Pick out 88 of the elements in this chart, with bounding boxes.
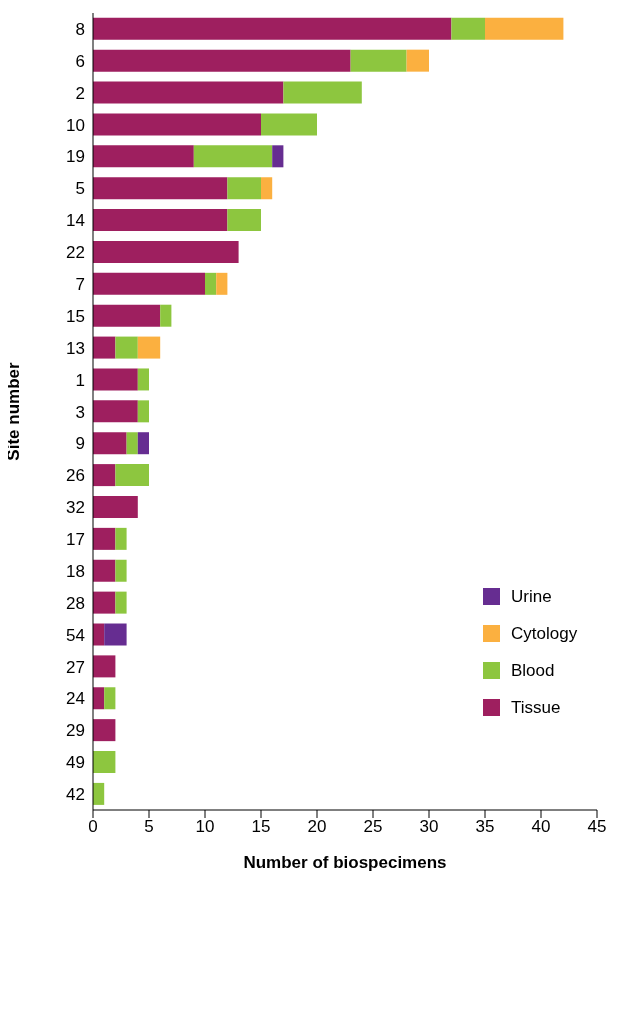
- y-tick-label: 32: [66, 498, 85, 518]
- bar: [137, 336, 161, 359]
- bar: [93, 400, 138, 423]
- y-tick-label: 5: [75, 179, 85, 199]
- bar: [137, 368, 149, 391]
- bar: [93, 272, 205, 295]
- y-tick-label: 18: [66, 561, 85, 581]
- y-tick-label: 17: [66, 530, 85, 550]
- bar: [93, 113, 261, 136]
- y-tick-label: 7: [75, 275, 85, 295]
- bar: [216, 272, 228, 295]
- bar: [227, 209, 261, 232]
- y-tick-label: 15: [66, 306, 85, 326]
- bar: [205, 272, 217, 295]
- bar: [126, 432, 138, 455]
- y-tick-label: 42: [66, 785, 85, 805]
- y-tick-label: 3: [75, 402, 85, 422]
- bar: [104, 623, 127, 646]
- bar: [93, 240, 239, 263]
- bar: [406, 49, 429, 72]
- bar: [93, 81, 284, 104]
- legend-label: Urine: [511, 586, 552, 607]
- y-tick-label: 24: [66, 689, 85, 709]
- legend-label: Cytology: [511, 623, 578, 644]
- x-tick-label: 45: [587, 817, 607, 837]
- bar: [93, 655, 116, 678]
- legend-label: Tissue: [511, 697, 561, 718]
- bar: [115, 527, 127, 550]
- y-tick-label: 29: [66, 721, 85, 741]
- bar: [485, 17, 564, 40]
- bar: [115, 464, 149, 487]
- y-tick-label: 8: [75, 19, 85, 39]
- bar: [93, 559, 116, 582]
- bar: [137, 432, 149, 455]
- y-tick-label: 27: [66, 657, 85, 677]
- bar: [350, 49, 407, 72]
- y-tick-label: 28: [66, 593, 85, 613]
- bar: [93, 49, 351, 72]
- x-tick-label: 15: [251, 817, 271, 837]
- bar: [93, 432, 127, 455]
- y-tick-label: 26: [66, 466, 85, 486]
- y-tick-label: 13: [66, 338, 85, 358]
- x-tick-label: 35: [475, 817, 495, 837]
- bar: [283, 81, 362, 104]
- bar: [93, 336, 116, 359]
- bar: [93, 591, 116, 614]
- x-axis-title: Number of biospecimens: [243, 853, 447, 872]
- x-tick-label: 30: [419, 817, 439, 837]
- y-tick-label: 2: [75, 83, 85, 103]
- x-tick-label: 5: [144, 817, 154, 837]
- bar: [115, 591, 127, 614]
- bar: [272, 145, 284, 168]
- legend-label: Blood: [511, 660, 555, 681]
- x-tick-label: 20: [307, 817, 327, 837]
- bar: [93, 751, 116, 774]
- y-tick-label: 49: [66, 753, 85, 773]
- bar: [261, 177, 273, 200]
- y-tick-label: 9: [75, 434, 85, 454]
- y-tick-label: 6: [75, 51, 85, 71]
- y-tick-label: 10: [66, 115, 85, 135]
- bar: [261, 113, 317, 136]
- bar: [93, 527, 116, 550]
- bar: [193, 145, 273, 168]
- bar: [93, 719, 116, 742]
- bar: [93, 495, 138, 518]
- y-tick-label: 14: [66, 211, 85, 231]
- bar: [451, 17, 485, 40]
- bar: [115, 336, 138, 359]
- x-tick-label: 25: [363, 817, 383, 837]
- x-tick-label: 0: [88, 817, 98, 837]
- bar: [93, 17, 452, 40]
- x-tick-label: 40: [531, 817, 551, 837]
- y-tick-label: 19: [66, 147, 85, 167]
- bar: [93, 177, 228, 200]
- bar: [137, 400, 149, 423]
- y-tick-label: 22: [66, 243, 85, 263]
- bar: [93, 304, 161, 327]
- x-tick-label: 10: [195, 817, 215, 837]
- bar: [93, 464, 116, 487]
- bar: [104, 687, 116, 710]
- bar: [93, 368, 138, 391]
- bar: [160, 304, 172, 327]
- bar: [227, 177, 261, 200]
- y-tick-label: 1: [75, 370, 85, 390]
- bar: [115, 559, 127, 582]
- bar: [93, 145, 194, 168]
- bar: [93, 209, 228, 232]
- y-tick-label: 54: [66, 625, 85, 645]
